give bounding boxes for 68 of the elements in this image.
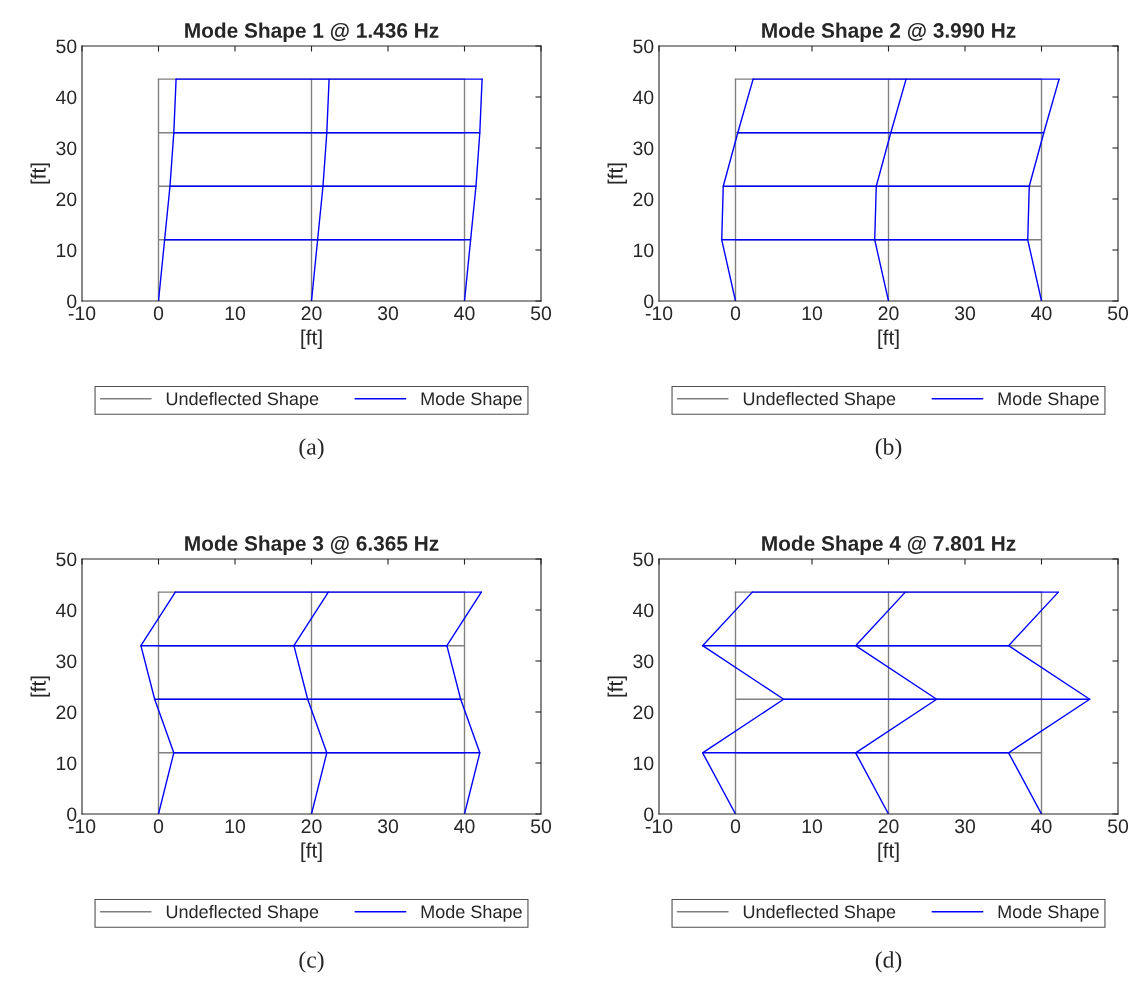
y-tick-label: 10 [57, 756, 77, 771]
y-tick-label: 10 [634, 243, 654, 258]
y-tick-label: 20 [633, 192, 654, 207]
x-axis-title: [ft] [301, 329, 322, 349]
text: (d) [875, 951, 902, 973]
y-tick-label: 10 [57, 243, 77, 258]
x-tick-label: 40 [1031, 306, 1052, 321]
x-tick-label: 20 [878, 306, 899, 321]
y-tick-label: 40 [632, 603, 654, 618]
y-tick-label: 40 [55, 90, 77, 105]
x-tick-label: 10 [802, 819, 823, 834]
text: (a) [299, 438, 324, 460]
legend-label: Undeflected Shape [166, 904, 319, 922]
x-tick-label: 30 [377, 819, 399, 834]
x-tick-label: 30 [954, 819, 976, 834]
y-axis-title: [ft] [30, 676, 50, 697]
x-tick-label: 20 [301, 819, 322, 834]
x-tick-label: 20 [878, 819, 899, 834]
x-tick-label: 0 [730, 306, 741, 321]
x-tick-label: 40 [1031, 819, 1052, 834]
x-tick-label: 10 [225, 306, 246, 321]
x-axis-title: [ft] [301, 842, 322, 862]
x-tick-label: 0 [153, 819, 164, 834]
x-tick-label: 40 [454, 306, 475, 321]
x-tick-label: 10 [802, 306, 823, 321]
y-tick-label: 50 [633, 552, 654, 567]
chart-title: Mode Shape 2 @ 3.990 Hz [762, 22, 1016, 42]
y-axis-title: [ft] [30, 163, 50, 184]
x-axis-title: [ft] [878, 329, 899, 349]
legend-label: Mode Shape [998, 391, 1099, 409]
chart-title: Mode Shape 3 @ 6.365 Hz [185, 535, 439, 555]
y-tick-label: 30 [56, 141, 77, 156]
x-axis-title: [ft] [878, 842, 899, 862]
y-tick-label: 40 [632, 90, 654, 105]
y-tick-label: 50 [56, 39, 77, 54]
x-tick-label: 20 [301, 306, 322, 321]
x-tick-label: 50 [1107, 306, 1129, 321]
y-tick-label: 50 [633, 39, 654, 54]
y-axis-title: [ft] [607, 163, 627, 184]
y-axis-title: [ft] [607, 676, 627, 697]
x-tick-label: 30 [954, 306, 976, 321]
chart-title: Mode Shape 1 @ 1.436 Hz [185, 22, 439, 42]
legend-label: Mode Shape [998, 904, 1099, 922]
y-tick-label: 10 [634, 756, 654, 771]
x-tick-label: 50 [1107, 819, 1129, 834]
x-tick-label: 30 [377, 306, 399, 321]
y-tick-label: 20 [56, 705, 77, 720]
y-tick-label: 30 [56, 654, 77, 669]
chart-title: Mode Shape 4 @ 7.801 Hz [762, 535, 1016, 555]
y-tick-label: 50 [56, 552, 77, 567]
x-tick-label: 0 [153, 306, 164, 321]
text: (b) [875, 438, 902, 460]
y-tick-label: 30 [633, 654, 654, 669]
x-tick-label: 40 [454, 819, 475, 834]
legend-label: Undeflected Shape [166, 391, 319, 409]
legend-label: Undeflected Shape [743, 391, 896, 409]
y-tick-label: 40 [55, 603, 77, 618]
y-tick-label: 30 [633, 141, 654, 156]
legend-label: Undeflected Shape [743, 904, 896, 922]
x-tick-label: 10 [225, 819, 246, 834]
text: (c) [299, 951, 324, 973]
legend-label: Mode Shape [421, 391, 522, 409]
x-tick-label: 0 [730, 819, 741, 834]
x-tick-label: 50 [530, 306, 552, 321]
legend-label: Mode Shape [421, 904, 522, 922]
y-tick-label: 20 [56, 192, 77, 207]
x-tick-label: 50 [530, 819, 552, 834]
y-tick-label: 20 [633, 705, 654, 720]
